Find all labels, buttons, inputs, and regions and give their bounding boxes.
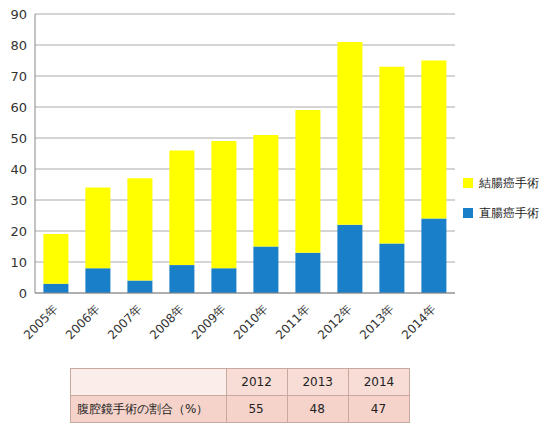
svg-text:20: 20 — [10, 224, 27, 239]
svg-text:2011年: 2011年 — [273, 302, 313, 342]
svg-text:2008年: 2008年 — [147, 302, 187, 342]
html-text:2013: 2013 — [302, 375, 333, 389]
svg-text:2013年: 2013年 — [357, 302, 397, 342]
svg-text:2009年: 2009年 — [189, 302, 229, 342]
svg-text:2007年: 2007年 — [105, 302, 145, 342]
svg-text:2012年: 2012年 — [315, 302, 355, 342]
html-text:55: 55 — [248, 402, 264, 416]
html-text:2014: 2014 — [363, 375, 395, 389]
svg-text:40: 40 — [10, 162, 27, 177]
html-text:腹腔鏡手術の割合（%）: 腹腔鏡手術の割合（%） — [77, 401, 209, 416]
svg-text:2006年: 2006年 — [63, 302, 103, 342]
html-text:48: 48 — [309, 402, 325, 416]
svg-text:2005年: 2005年 — [21, 302, 61, 342]
svg-text:30: 30 — [10, 193, 27, 208]
svg-text:60: 60 — [10, 100, 27, 115]
svg-text:80: 80 — [10, 38, 27, 53]
html-text:2012: 2012 — [241, 375, 272, 389]
svg-text:50: 50 — [10, 131, 27, 146]
html-text:結腸癌手術: 結腸癌手術 — [479, 175, 539, 190]
svg-text:0: 0 — [19, 286, 27, 301]
svg-text:10: 10 — [10, 255, 27, 270]
svg-text:2014年: 2014年 — [399, 302, 439, 342]
html-text:直腸癌手術: 直腸癌手術 — [479, 205, 539, 220]
svg-text:70: 70 — [10, 69, 27, 84]
svg-text:90: 90 — [10, 7, 27, 22]
html-text:47: 47 — [370, 402, 386, 416]
svg-text:2010年: 2010年 — [231, 302, 271, 342]
